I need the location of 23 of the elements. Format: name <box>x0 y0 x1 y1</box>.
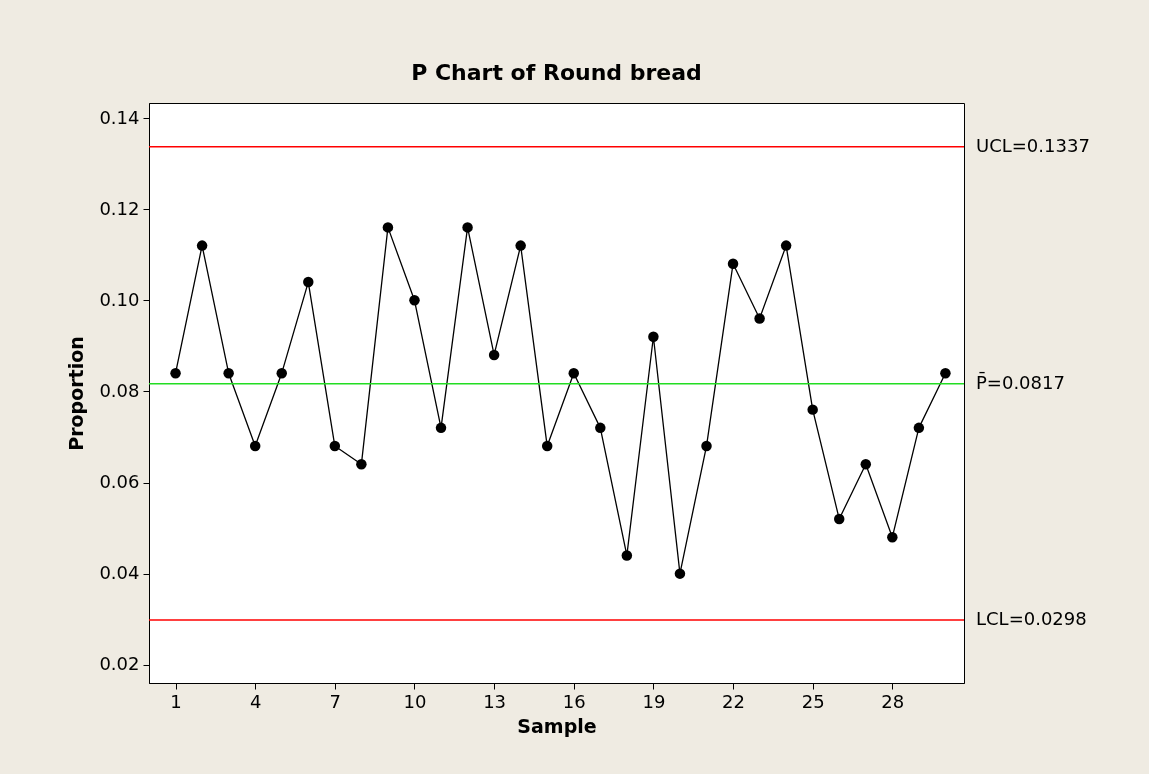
y-tick-label: 0.12 <box>99 197 140 219</box>
x-tick-label: 7 <box>329 690 342 712</box>
y-tick-label: 0.10 <box>99 288 140 310</box>
y-tick-label: 0.02 <box>99 653 140 675</box>
x-tick-label: 19 <box>642 690 666 712</box>
y-tick-label: 0.06 <box>99 471 140 493</box>
x-axis-title: Sample <box>517 714 597 737</box>
ref-line-label: LCL=0.0298 <box>976 608 1087 630</box>
chart-title: P Chart of Round bread <box>411 60 702 85</box>
y-tick-label: 0.04 <box>99 562 140 584</box>
ref-line-label: UCL=0.1337 <box>976 134 1090 156</box>
x-tick-label: 25 <box>801 690 825 712</box>
x-tick-label: 10 <box>403 690 427 712</box>
x-tick-label: 28 <box>881 690 905 712</box>
x-tick-label: 22 <box>722 690 745 712</box>
y-tick-label: 0.14 <box>99 106 140 128</box>
x-tick-label: 4 <box>249 690 262 712</box>
x-tick-label: 16 <box>562 690 586 712</box>
x-tick-label: 13 <box>483 690 507 712</box>
ref-line-label: P̄=0.0817 <box>976 371 1065 393</box>
y-axis-title: Proportion <box>65 336 88 451</box>
y-tick-label: 0.08 <box>99 379 140 401</box>
x-tick-label: 1 <box>170 690 182 712</box>
